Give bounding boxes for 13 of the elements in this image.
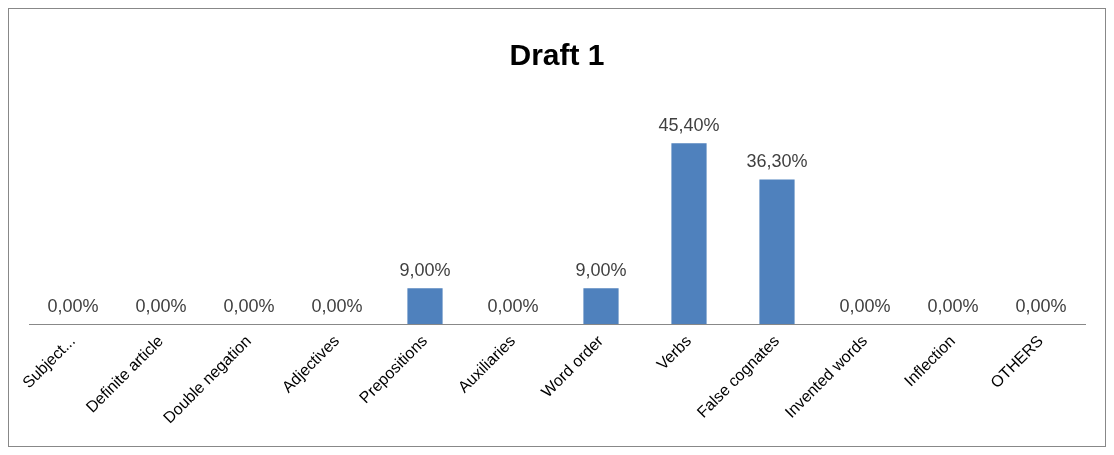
data-label: 0,00% (487, 295, 539, 316)
data-label: 45,40% (658, 115, 720, 136)
data-label: 9,00% (399, 260, 451, 281)
data-label: 0,00% (47, 295, 99, 316)
data-label: 9,00% (575, 260, 627, 281)
data-label: 0,00% (223, 295, 275, 316)
data-label: 0,00% (927, 295, 979, 316)
data-label: 36,30% (746, 151, 808, 172)
data-label: 0,00% (135, 295, 187, 316)
data-label: 0,00% (311, 295, 363, 316)
data-label: 0,00% (839, 295, 891, 316)
chart-title: Draft 1 (509, 38, 605, 72)
data-label: 0,00% (1015, 295, 1067, 316)
